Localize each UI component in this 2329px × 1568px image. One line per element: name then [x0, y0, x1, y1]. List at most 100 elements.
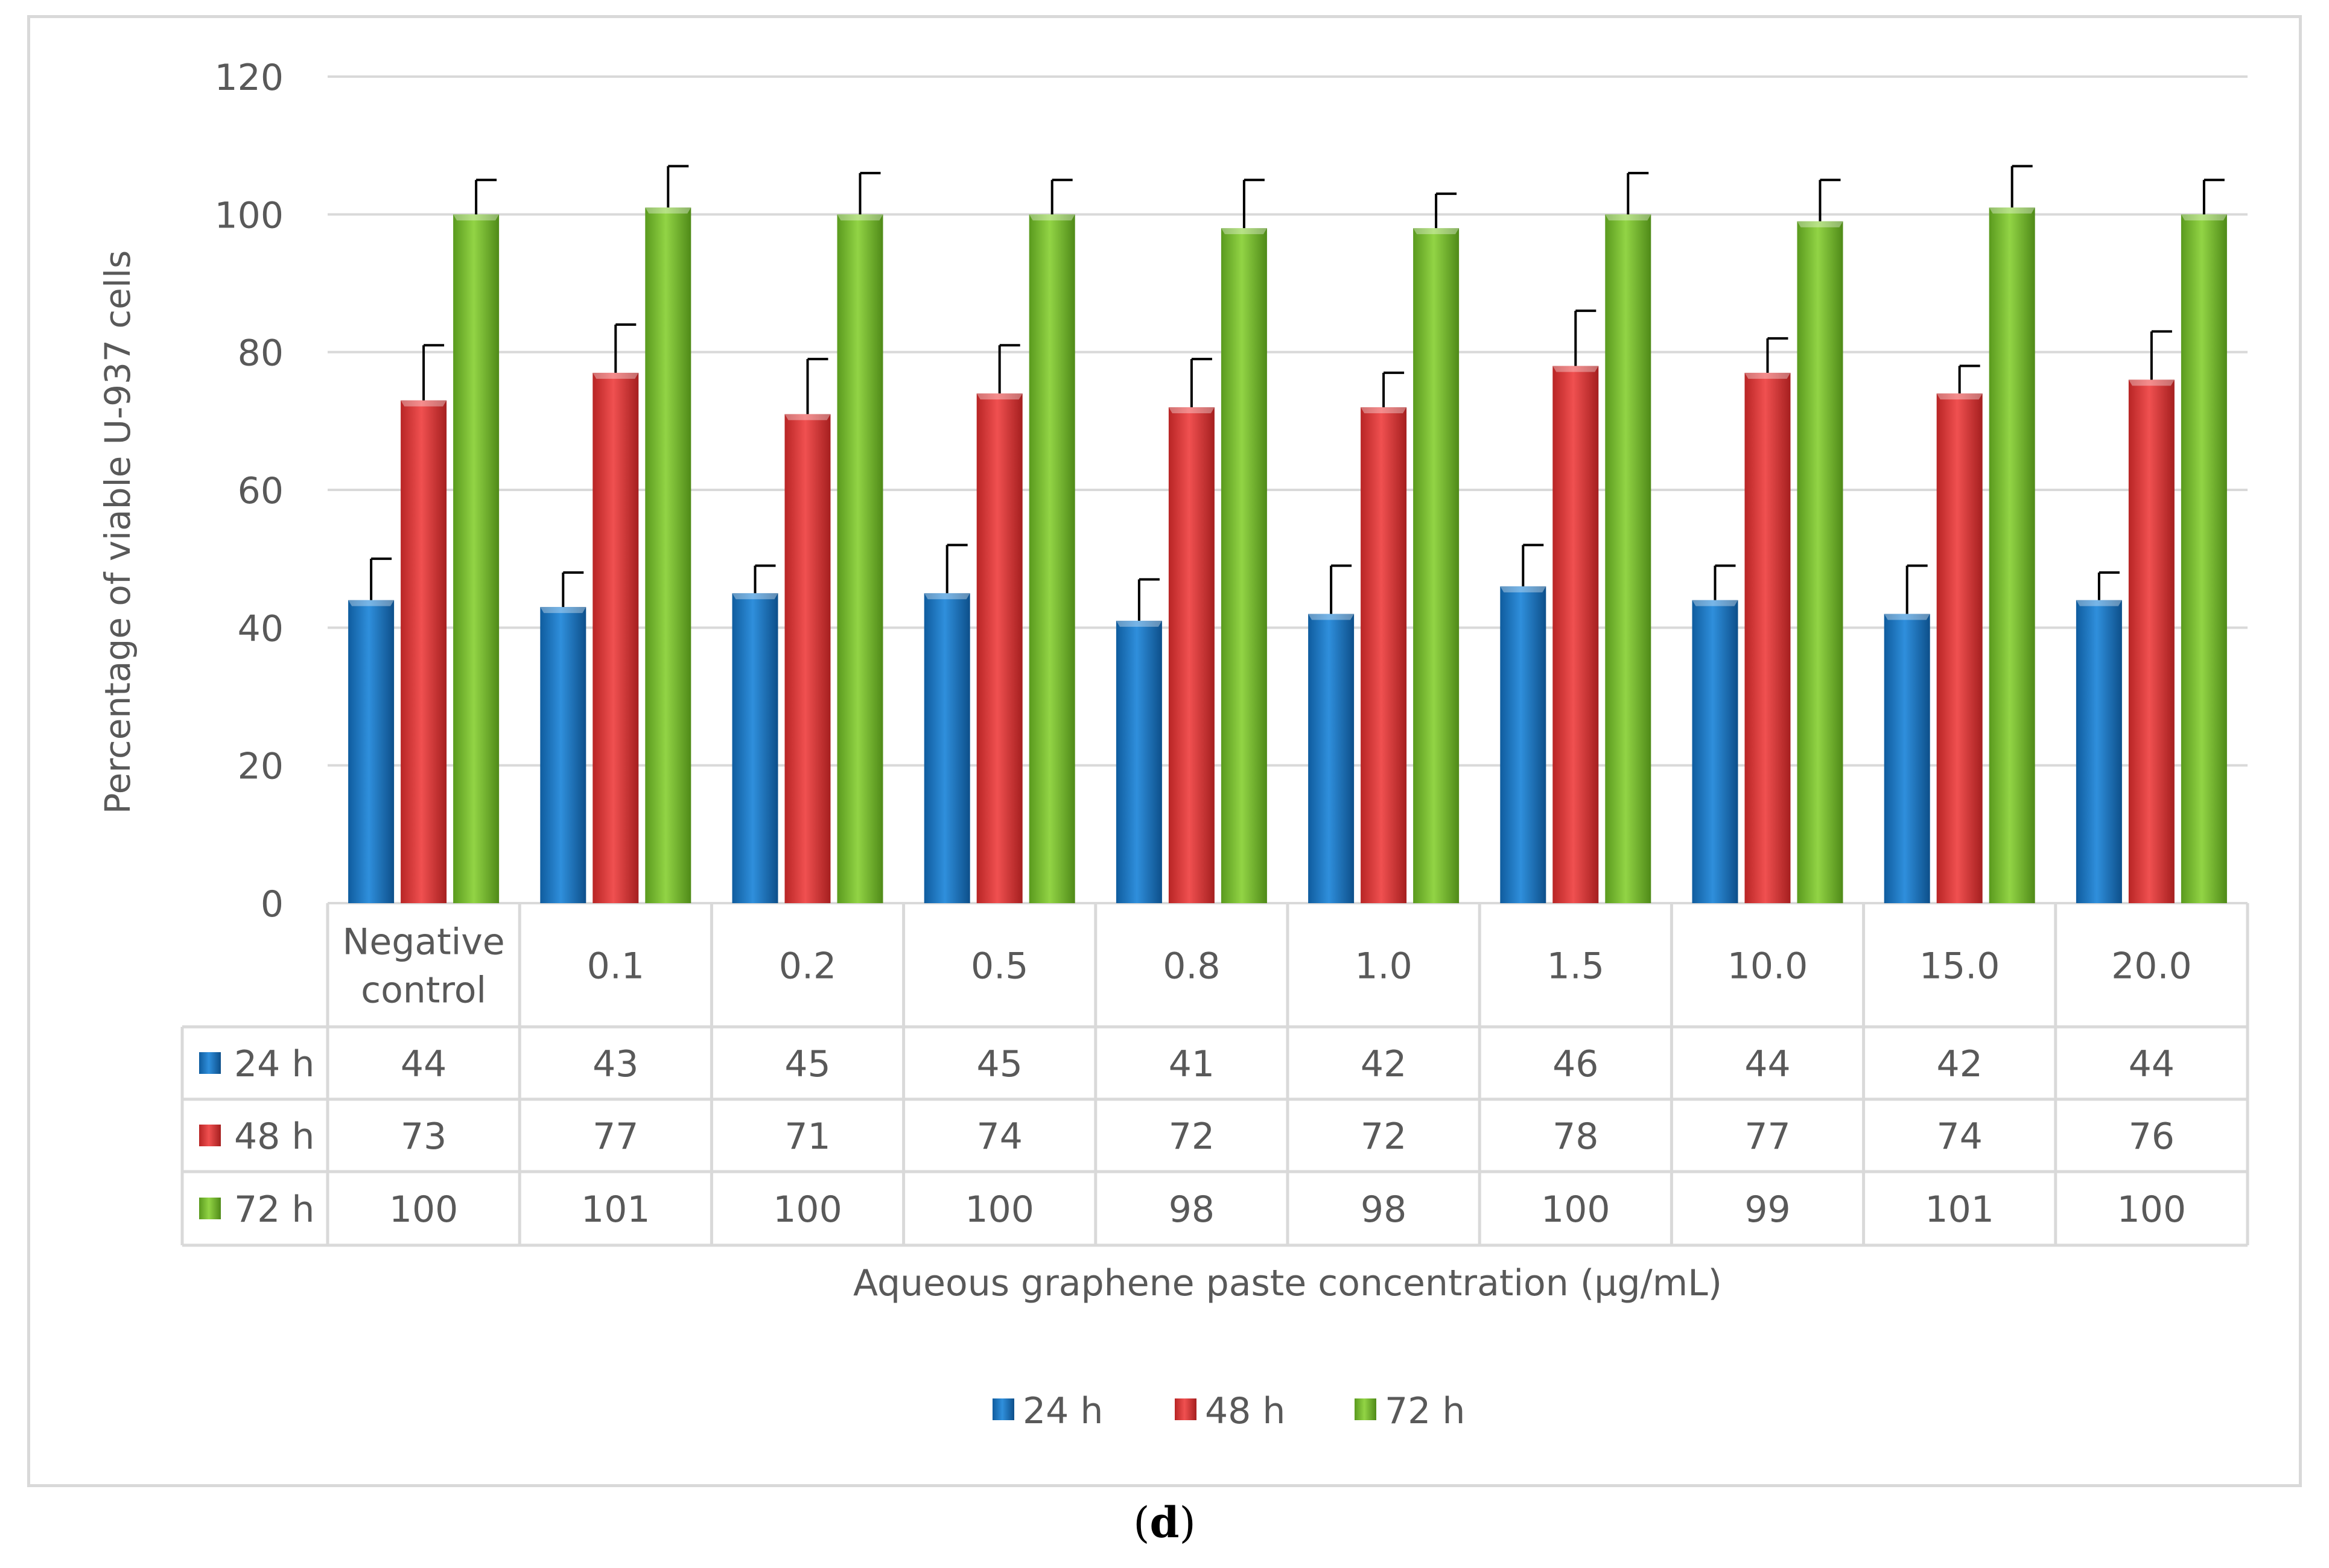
figure-label-close: ): [1179, 1498, 1196, 1547]
y-tick-label: 120: [214, 57, 284, 99]
table-value: 100: [389, 1189, 459, 1231]
bar: [1029, 214, 1075, 903]
legend-key: [1175, 1398, 1196, 1420]
bar: [1989, 207, 2035, 904]
bar: [1605, 214, 1651, 903]
bar: [645, 207, 691, 904]
table-value: 101: [581, 1189, 650, 1231]
bar-top-highlight: [1744, 372, 1791, 379]
bar-top-highlight: [1989, 207, 2035, 214]
bar: [924, 593, 970, 903]
bar: [1692, 600, 1738, 903]
table-value: 100: [2117, 1189, 2187, 1231]
bar-top-highlight: [1797, 221, 1843, 227]
table-value: 41: [1169, 1043, 1215, 1085]
x-category-label: 0.5: [971, 945, 1028, 988]
bar: [1308, 614, 1355, 903]
bar-top-highlight: [645, 207, 691, 214]
figure-label-letter: d: [1149, 1497, 1180, 1547]
bar: [784, 414, 831, 903]
bar-top-highlight: [1884, 614, 1930, 620]
bar: [2181, 214, 2227, 903]
bar-top-highlight: [1221, 228, 1267, 235]
x-category-label: 0.8: [1163, 945, 1220, 988]
bar: [1936, 393, 1983, 903]
table-value: 44: [401, 1043, 446, 1085]
bar: [401, 400, 447, 903]
y-tick-label: 40: [238, 608, 284, 650]
table-value: 77: [593, 1116, 638, 1158]
table-value: 101: [1925, 1189, 1994, 1231]
bar: [1361, 407, 1407, 903]
table-series-name: 48 h: [234, 1116, 314, 1158]
bar: [1221, 228, 1267, 904]
bar-top-highlight: [732, 593, 778, 600]
x-category-label: 1.0: [1355, 945, 1412, 988]
axes: 0 20 40 60 80 100 120 Percentage of viable U-93…: [97, 57, 1722, 1304]
table-value: 74: [977, 1116, 1023, 1158]
table-series-name: 24 h: [234, 1043, 314, 1085]
bar: [1500, 586, 1546, 903]
bars: [348, 165, 2227, 904]
x-category-label: control: [361, 970, 486, 1012]
bar-top-highlight: [1308, 614, 1355, 620]
bar: [1884, 614, 1930, 903]
bar: [1116, 620, 1162, 903]
figure-label: (d): [0, 1497, 2329, 1547]
bar: [2128, 379, 2175, 903]
table-value: 78: [1552, 1116, 1598, 1158]
bar-top-highlight: [401, 400, 447, 407]
chart-frame: [27, 15, 2302, 1487]
bar-top-highlight: [1029, 214, 1075, 221]
table-value: 44: [1744, 1043, 1790, 1085]
bar-top-highlight: [593, 372, 639, 379]
table-value: 99: [1744, 1189, 1790, 1231]
legend: 24 h 48 h 72 h: [993, 1390, 1465, 1432]
bar: [976, 393, 1023, 903]
y-tick-label: 60: [238, 470, 284, 512]
legend-label: 72 h: [1385, 1390, 1465, 1432]
y-tick-label: 0: [261, 883, 284, 925]
table-value: 77: [1744, 1116, 1790, 1158]
table-value: 46: [1552, 1043, 1598, 1085]
y-axis-title: Percentage of viable U-937 cells: [97, 250, 138, 814]
table-legend-key: [199, 1125, 221, 1146]
x-category-label: 10.0: [1727, 945, 1808, 988]
bar: [348, 600, 395, 903]
bar: [540, 607, 586, 903]
bar: [732, 593, 778, 903]
y-tick-label: 100: [214, 194, 284, 236]
bar-top-highlight: [1936, 393, 1983, 400]
table-legend-key: [199, 1052, 221, 1074]
x-axis-title: Aqueous graphene paste concentration (µg…: [853, 1262, 1722, 1304]
bar-top-highlight: [1552, 366, 1599, 372]
bar-top-highlight: [784, 414, 831, 421]
bar: [453, 214, 500, 903]
table-value: 73: [401, 1116, 446, 1158]
bar: [1744, 372, 1791, 903]
x-category-label: 1.5: [1547, 945, 1604, 988]
bar-top-highlight: [924, 593, 970, 600]
x-category-label: 20.0: [2111, 945, 2192, 988]
table-legend-key: [199, 1198, 221, 1219]
bar: [1413, 228, 1460, 904]
bar-top-highlight: [348, 600, 395, 606]
table-value: 43: [593, 1043, 638, 1085]
legend-key: [993, 1398, 1014, 1420]
table-value: 72: [1169, 1116, 1215, 1158]
table-value: 98: [1361, 1189, 1406, 1231]
x-category-label: 0.1: [587, 945, 644, 988]
table-value: 45: [784, 1043, 830, 1085]
table-value: 100: [773, 1189, 842, 1231]
x-category-label: 0.2: [779, 945, 836, 988]
table-value: 44: [2129, 1043, 2175, 1085]
bar-top-highlight: [1361, 407, 1407, 413]
table-value: 76: [2129, 1116, 2175, 1158]
bar-top-highlight: [976, 393, 1023, 400]
bar-top-highlight: [1116, 620, 1162, 627]
bar: [837, 214, 883, 903]
table-value: 74: [1937, 1116, 1983, 1158]
table-value: 45: [977, 1043, 1023, 1085]
table-series-name: 72 h: [234, 1189, 314, 1231]
